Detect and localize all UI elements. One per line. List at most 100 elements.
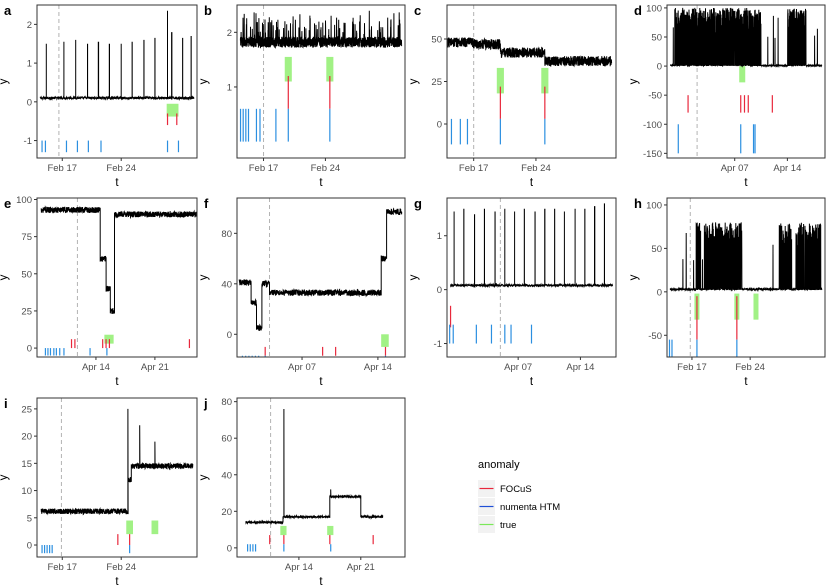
signal-line	[670, 7, 823, 69]
true-anomaly-band	[541, 67, 549, 94]
y-tick-label: 0	[27, 541, 32, 552]
true-anomaly-band	[151, 520, 159, 535]
x-tick-label: Apr 14	[566, 362, 594, 373]
true-anomaly-band	[739, 66, 746, 83]
y-tick-label: 0	[27, 97, 32, 108]
y-axis-title: y	[628, 274, 640, 280]
y-tick-label: 0	[437, 120, 442, 131]
y-tick-label: 0	[657, 62, 662, 73]
x-axis-title: t	[319, 576, 323, 588]
panel-tag: a	[4, 3, 12, 18]
plot-area	[238, 198, 403, 357]
y-tick-label: 25	[21, 306, 32, 317]
x-tick-label: Apr 14	[82, 362, 110, 373]
x-tick-label: Feb 17	[47, 163, 77, 174]
legend-label-focus: FOCuS	[500, 484, 532, 495]
y-tick-label: 10	[21, 486, 32, 497]
plot-area	[668, 198, 823, 357]
y-tick-label: -50	[648, 331, 662, 342]
y-tick-label: 2	[227, 28, 232, 39]
plot-area	[239, 5, 403, 158]
plot-area	[670, 5, 823, 158]
panel-tag: e	[4, 196, 11, 211]
x-tick-label: Feb 17	[249, 163, 279, 174]
legend: anomaly FOCuS numenta HTM true	[478, 459, 560, 533]
y-tick-label: 60	[221, 434, 232, 445]
y-tick-label: 100	[646, 3, 662, 14]
x-axis-title: t	[530, 376, 534, 388]
panel-tag: g	[414, 196, 422, 211]
y-tick-label: 2	[27, 20, 32, 31]
panel-g: Apr 07 Apr 14 -1 0 1 t y g	[408, 196, 617, 388]
panel-border	[236, 4, 406, 159]
panel-background	[37, 198, 197, 357]
y-tick-label: 0	[227, 543, 232, 554]
signal-line	[245, 408, 384, 526]
true-anomaly-band	[753, 293, 759, 320]
y-tick-label: 0	[227, 330, 232, 341]
plot-area	[40, 398, 194, 557]
panel-border	[666, 197, 826, 358]
y-tick-label: -100	[643, 120, 662, 131]
plot-area	[447, 5, 613, 158]
y-axis-title: y	[408, 78, 420, 84]
y-tick-label: 20	[221, 507, 232, 518]
y-axis-title: y	[198, 274, 210, 280]
y-axis-title: y	[198, 474, 210, 480]
panel-tag: c	[414, 3, 421, 18]
y-tick-label: -50	[648, 91, 662, 102]
x-tick-label: Feb 17	[459, 163, 489, 174]
panel-h: Feb 17 Feb 24 -50 0 50 100 t y h	[628, 196, 826, 388]
y-tick-label: 80	[221, 229, 232, 240]
legend-item-true: true	[478, 516, 516, 533]
legend-item-htm: numenta HTM	[478, 498, 560, 515]
legend-label-htm: numenta HTM	[500, 502, 560, 513]
x-tick-label: Apr 21	[141, 362, 169, 373]
panel-border	[36, 197, 198, 358]
panel-d: Apr 07 Apr 14 -150 -100 -50 0 50 100 t y d	[628, 3, 826, 189]
plot-area	[449, 198, 614, 357]
panel-border	[666, 4, 826, 159]
panel-background	[447, 5, 616, 158]
true-anomaly-band	[326, 56, 334, 82]
y-axis-title: y	[198, 78, 210, 84]
signal-line	[239, 10, 403, 49]
panel-f: Apr 07 Apr 14 0 40 80 t y f	[198, 196, 406, 388]
y-tick-label: 1	[227, 82, 232, 93]
panel-tag: b	[204, 3, 212, 18]
y-tick-label: 50	[431, 35, 442, 46]
y-tick-label: 20	[21, 432, 32, 443]
y-tick-label: -1	[434, 339, 442, 350]
true-anomaly-band	[284, 56, 292, 82]
x-tick-label: Feb 24	[106, 562, 136, 573]
panel-tag: f	[204, 196, 209, 211]
y-axis-title: y	[628, 78, 640, 84]
y-axis-title: y	[408, 274, 420, 280]
plot-area	[245, 398, 384, 557]
y-tick-label: 100	[16, 195, 32, 206]
y-tick-label: 5	[27, 513, 32, 524]
panel-a: Feb 17 Feb 24 -1 0 1 2 t y a	[0, 3, 198, 189]
y-tick-label: -1	[24, 136, 32, 147]
x-tick-label: Apr 07	[504, 362, 532, 373]
y-tick-label: -150	[643, 149, 662, 160]
y-tick-label: 0	[657, 287, 662, 298]
panel-tag: h	[634, 196, 642, 211]
y-tick-label: 0	[27, 344, 32, 355]
signal-line	[447, 37, 613, 68]
x-axis-title: t	[319, 177, 323, 189]
y-tick-label: 0	[437, 285, 442, 296]
panel-tag: i	[4, 396, 8, 411]
x-axis-title: t	[115, 376, 119, 388]
signal-line	[40, 205, 197, 314]
x-tick-label: Feb 17	[47, 562, 77, 573]
y-axis-title: y	[0, 274, 10, 280]
panel-border	[236, 397, 406, 558]
x-tick-label: Apr 21	[347, 562, 375, 573]
x-axis-title: t	[115, 576, 119, 588]
plot-area	[39, 5, 195, 158]
signal-line	[39, 10, 195, 101]
true-anomaly-band	[126, 520, 133, 535]
